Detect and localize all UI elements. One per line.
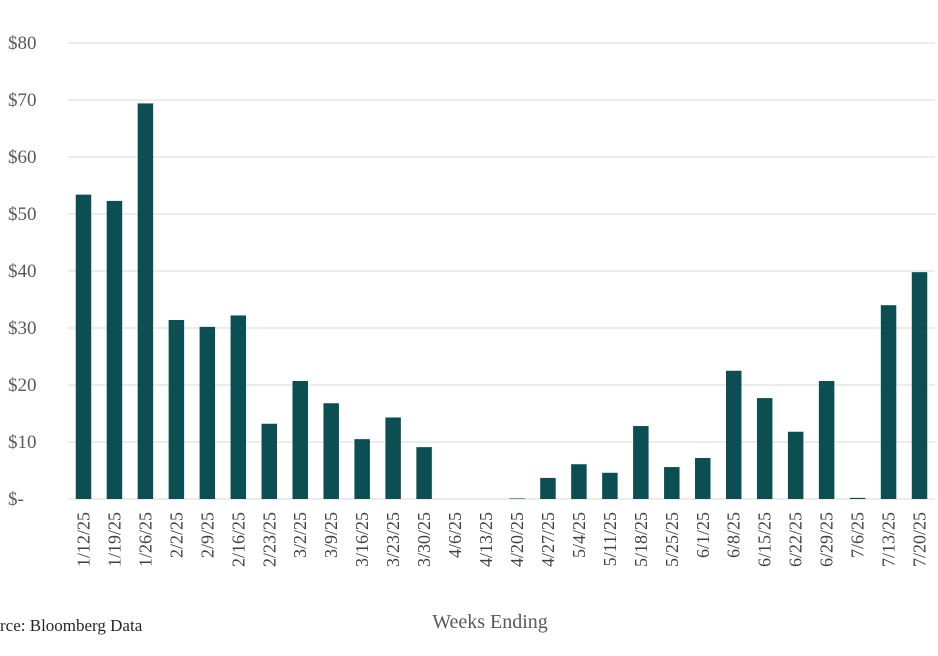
y-axis-ticks: $- $10 $20 $30 $40 $50 $60 $70 $80 [8, 33, 37, 510]
bar [261, 423, 278, 499]
bar [199, 326, 216, 499]
bar [540, 477, 556, 499]
y-tick-label: $60 [8, 147, 37, 168]
bar [509, 498, 525, 499]
y-tick-label: $20 [8, 375, 37, 396]
x-tick-label: 5/11/25 [600, 512, 620, 566]
y-tick-label: $70 [8, 90, 37, 111]
x-tick-label: 3/9/25 [321, 512, 341, 558]
x-tick-label: 6/15/25 [755, 512, 775, 567]
x-axis-ticks: 1/12/25 1/19/25 1/26/25 2/2/25 2/9/25 2/16/25… [73, 512, 929, 567]
x-tick-label: 2/9/25 [197, 512, 217, 558]
x-tick-label: 6/22/25 [786, 512, 806, 567]
y-tick-label: $80 [8, 33, 37, 54]
x-tick-label: 3/23/25 [383, 512, 403, 567]
bar [292, 381, 308, 499]
bar [911, 272, 928, 499]
x-tick-label: 3/16/25 [352, 512, 372, 567]
bar [880, 305, 897, 499]
x-tick-label: 2/16/25 [228, 512, 248, 567]
bars [75, 103, 928, 500]
y-tick-label: $40 [8, 261, 37, 282]
x-axis-title: Weeks Ending [432, 611, 548, 633]
y-tick-label: $30 [8, 318, 37, 339]
bar [849, 497, 866, 499]
bar [416, 447, 432, 499]
y-tick-label: $10 [8, 432, 37, 453]
x-tick-label: 1/12/25 [73, 512, 93, 567]
x-tick-label: 4/20/25 [507, 512, 527, 567]
x-tick-label: 2/23/25 [259, 512, 279, 567]
bar [725, 370, 742, 499]
x-tick-label: 7/13/25 [879, 512, 899, 567]
x-tick-label: 7/20/25 [910, 512, 930, 567]
bar [695, 457, 711, 499]
x-tick-label: 3/30/25 [414, 512, 434, 567]
bar [602, 472, 618, 499]
bar [137, 103, 154, 500]
x-tick-label: 1/26/25 [135, 512, 155, 567]
x-tick-label: 4/6/25 [445, 512, 465, 558]
x-tick-label: 6/29/25 [817, 512, 837, 567]
x-tick-label: 3/2/25 [290, 512, 310, 558]
x-tick-label: 5/4/25 [569, 512, 589, 558]
source-note: rce: Bloomberg Data [0, 616, 143, 635]
bar [230, 315, 247, 499]
bar [168, 320, 185, 499]
bar [106, 200, 123, 499]
x-tick-label: 4/13/25 [476, 512, 496, 567]
x-tick-label: 5/18/25 [631, 512, 651, 567]
x-tick-label: 1/19/25 [104, 512, 124, 567]
x-tick-label: 4/27/25 [538, 512, 558, 567]
bar [75, 194, 92, 499]
bar [354, 439, 370, 499]
gridlines [68, 42, 935, 500]
bar [787, 431, 804, 499]
bar [323, 403, 339, 499]
bar [633, 426, 649, 499]
x-tick-label: 2/2/25 [166, 512, 186, 558]
x-tick-label: 5/25/25 [662, 512, 682, 567]
y-tick-label: $- [8, 489, 24, 510]
bar [385, 417, 401, 499]
bar [571, 464, 587, 499]
x-tick-label: 7/6/25 [848, 512, 868, 558]
bar [664, 467, 680, 499]
bar [818, 381, 835, 499]
x-tick-label: 6/8/25 [724, 512, 744, 558]
y-tick-label: $50 [8, 204, 37, 225]
bar [756, 398, 773, 499]
x-tick-label: 6/1/25 [693, 512, 713, 558]
